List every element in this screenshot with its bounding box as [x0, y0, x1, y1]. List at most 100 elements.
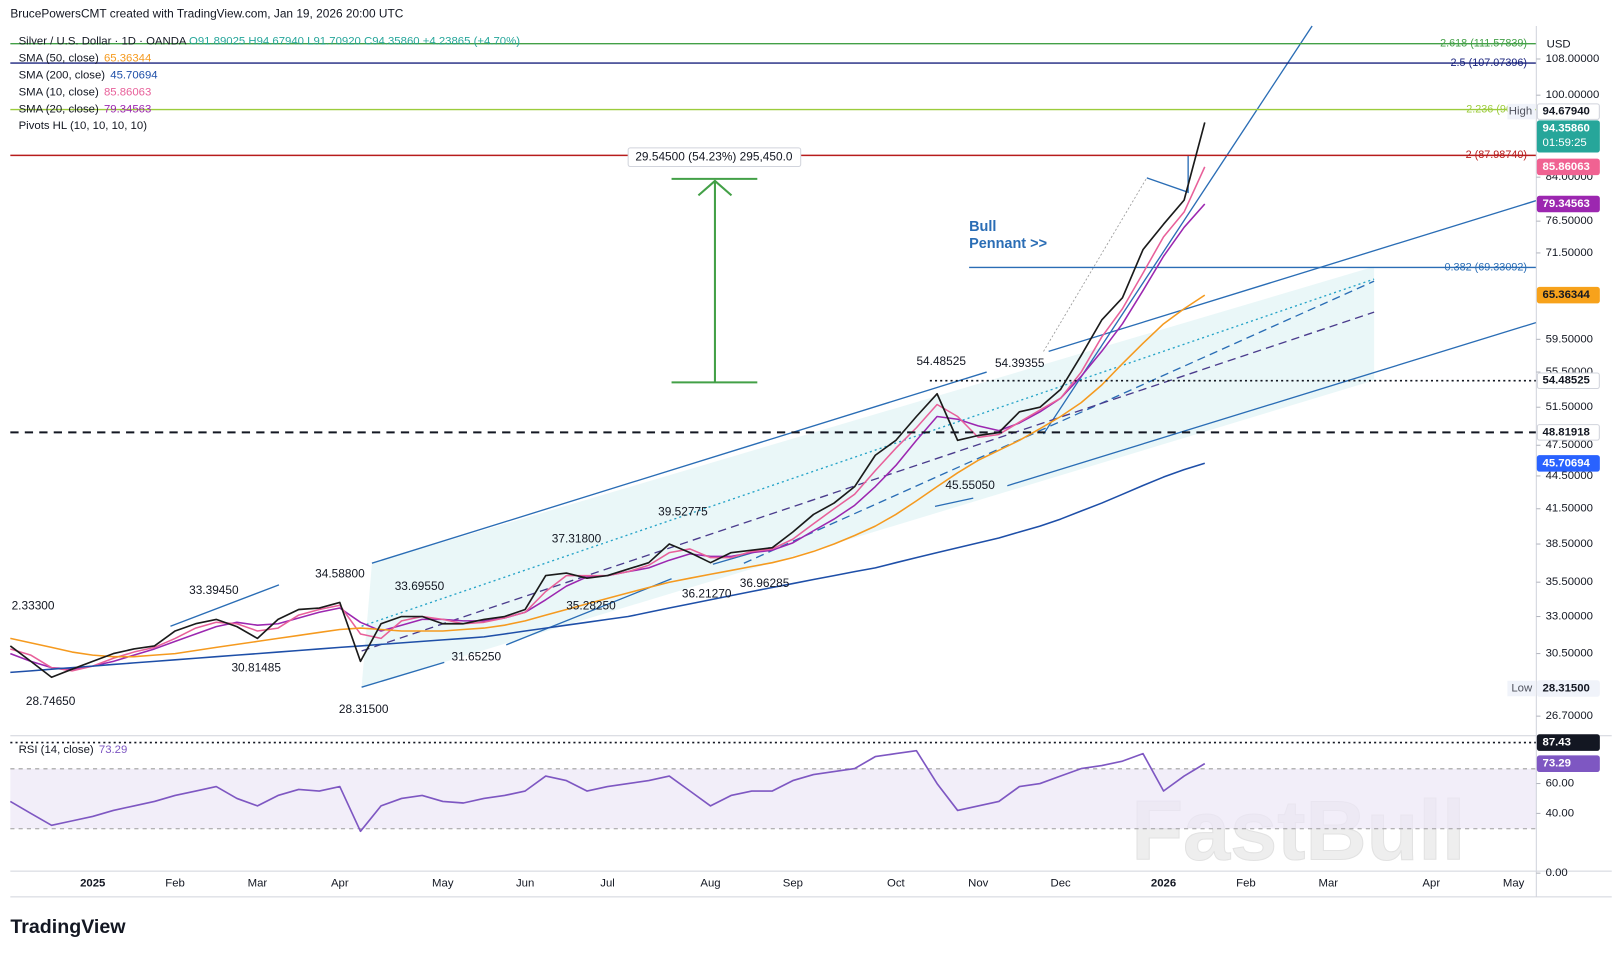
- legend-value: 73.29: [99, 744, 127, 756]
- y-tick-label: 60.00: [1546, 778, 1574, 790]
- y-tick-label: 26.70000: [1546, 710, 1593, 722]
- series-name: Silver / U.S. Dollar: [19, 35, 112, 47]
- pivot-label: 54.48525: [916, 354, 966, 368]
- legend-symbol: Silver / U.S. Dollar · 1D · OANDA O91.89…: [19, 35, 521, 47]
- axis-layer: 108.00000 100.00000 84.00000 76.50000 71.500…: [19, 53, 1600, 889]
- legend-value: 65.36344: [104, 53, 151, 65]
- indicator-line: [10, 462, 1205, 674]
- x-tick-label: Sep: [783, 877, 803, 889]
- price-line: [9, 749, 1206, 833]
- y-tick-label: 59.50000: [1546, 333, 1593, 345]
- pivot-label: 34.58800: [315, 567, 365, 581]
- x-tick-label: Mar: [1319, 877, 1339, 889]
- rsi-band: [10, 768, 1537, 829]
- y-tick-label: 44.50000: [1546, 470, 1593, 482]
- legend-name: SMA (10, close): [19, 87, 99, 99]
- x-tick-label: Oct: [887, 877, 906, 889]
- price-label: 65.36344: [1543, 289, 1591, 301]
- legend-name: RSI (14, close): [19, 744, 94, 756]
- price-label: 28.31500: [1543, 683, 1590, 695]
- level-label: 0.382 (69.33092): [1445, 261, 1527, 273]
- x-tick-label: Nov: [968, 877, 989, 889]
- price-label-box: [1536, 680, 1600, 697]
- pennant: [1146, 155, 1189, 194]
- pivot-label: 31.65250: [452, 649, 502, 663]
- measure-arrow: [671, 177, 758, 384]
- price-label: 48.81918: [1543, 426, 1590, 438]
- legend-value: 85.86063: [104, 87, 151, 99]
- price-label: 94.35860: [1543, 123, 1590, 135]
- y-tick-label: 38.50000: [1546, 538, 1593, 550]
- y-tick-label: 76.50000: [1546, 215, 1593, 227]
- legend-value: 45.70694: [110, 70, 157, 82]
- tag-box: [1507, 103, 1536, 120]
- y-tick-label: 40.00: [1546, 807, 1574, 819]
- level-label: 2.618 (111.57839): [1440, 38, 1527, 50]
- price-label-box: [1536, 158, 1600, 176]
- pivot-label: 39.52775: [658, 505, 708, 519]
- y-tick-label: 100.00000: [1546, 89, 1600, 101]
- trendline-dashed: [743, 280, 1375, 564]
- legend-value: 79.34563: [104, 104, 151, 116]
- y-tick-label: 33.00000: [1546, 611, 1593, 623]
- y-tick-label: 30.50000: [1546, 648, 1593, 660]
- brand: TradingView: [10, 916, 126, 938]
- measure-box: [627, 147, 802, 167]
- trendlines: [170, 25, 1537, 688]
- pivot-label: 36.21270: [682, 586, 732, 600]
- currency: USD: [1547, 39, 1571, 51]
- price-label-box: [1536, 286, 1600, 304]
- price-line: [9, 122, 1206, 679]
- pivot-label: 35.28250: [566, 599, 616, 613]
- channel-fill: [361, 266, 1375, 688]
- symbol-info: · 1D · OANDA: [111, 35, 189, 47]
- level-label: 2.5 (107.07396): [1451, 57, 1527, 69]
- channel-lower: [1007, 321, 1537, 487]
- price-label: 79.34563: [1543, 198, 1590, 210]
- pivot-label: 28.74650: [26, 694, 76, 708]
- price-label-box: [1536, 120, 1600, 153]
- data-layer: 2.618 (111.57839)2.5 (107.07396)2.236 (9…: [9, 38, 1537, 833]
- x-tick-label: 2025: [80, 877, 105, 889]
- y-tick-label: 35.50000: [1546, 576, 1593, 588]
- legend-name: SMA (200, close): [19, 70, 106, 82]
- x-tick-label: Apr: [331, 877, 349, 889]
- legend-entry: SMA (20, close) 79.34563: [19, 104, 152, 116]
- channel-upper: [1048, 199, 1537, 353]
- trendline: [506, 578, 672, 646]
- measure-label: 29.54500 (54.23%) 295,450.0: [635, 149, 793, 163]
- x-tick-label: Apr: [1422, 877, 1440, 889]
- pennant-guide: [1043, 177, 1148, 352]
- price-label-box: [1536, 455, 1600, 472]
- x-tick-label: Feb: [1236, 877, 1256, 889]
- x-tick-label: 2026: [1151, 877, 1176, 889]
- level-label: 2 (87.98740): [1466, 149, 1527, 161]
- price-label-box: [1536, 372, 1600, 389]
- price-tag: High: [1509, 106, 1532, 118]
- pivot-label: 45.55050: [945, 478, 995, 492]
- pivot-labels: 2.33300 28.74650 33.39450 30.81485 34.58…: [12, 354, 1045, 716]
- trendline: [170, 584, 280, 627]
- price-label-box: [1536, 103, 1600, 120]
- indicator-line: [10, 294, 1206, 658]
- pattern-label: Bull: [969, 219, 996, 235]
- x-tick-label: Mar: [248, 877, 268, 889]
- price-label: 87.43: [1543, 737, 1571, 749]
- byline: BrucePowersCMT created with TradingView.…: [10, 7, 403, 21]
- measure-head: [697, 179, 733, 197]
- pivot-label: 33.69550: [395, 579, 445, 593]
- midline-dashed: [361, 311, 1375, 652]
- y-tick-label: 47.50000: [1546, 439, 1593, 451]
- price-label: 45.70694: [1543, 457, 1591, 469]
- pennant-line: [1042, 25, 1313, 435]
- pivot-label: 2.33300: [12, 599, 55, 613]
- legend-name: SMA (50, close): [19, 53, 99, 65]
- x-tick-label: Dec: [1050, 877, 1071, 889]
- y-tick-label: 108.00000: [1546, 53, 1600, 65]
- pivot-label: 37.31800: [552, 532, 602, 546]
- legend-entry: SMA (200, close) 45.70694: [19, 70, 158, 82]
- pattern-label: Pennant >>: [969, 236, 1047, 252]
